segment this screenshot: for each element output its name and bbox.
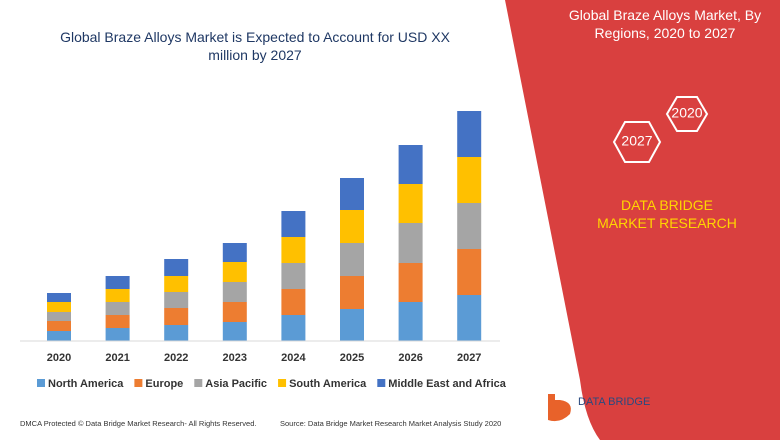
legend-swatch (37, 379, 45, 387)
legend-label: Middle East and Africa (388, 378, 506, 390)
legend-swatch (278, 379, 287, 387)
bar-segment (340, 276, 364, 309)
x-tick-label: 2023 (223, 352, 247, 364)
logo-text: DATA BRIDGE (578, 396, 650, 408)
bar-segment (105, 328, 130, 341)
legend-label: South America (289, 378, 367, 390)
bar-segment (398, 302, 423, 341)
bar-segment (398, 184, 423, 223)
source: Source: Data Bridge Market Research Mark… (280, 419, 501, 428)
bar-segment (340, 243, 364, 276)
plot: 2020 2021 2022 2023 2024 2025 2026 2027 North Am… (20, 111, 507, 390)
hexagon (665, 96, 709, 132)
hex-label: 2020 (671, 105, 702, 121)
bar-segment (340, 309, 364, 341)
bar-segment (164, 308, 189, 325)
bar-segment (222, 302, 247, 322)
x-tick-label: 2026 (398, 352, 422, 364)
bar-segment (47, 302, 71, 312)
bar-segment (457, 203, 482, 249)
side-title: Global Braze Alloys Market, By Regions, 2… (569, 7, 761, 41)
bar-segment (47, 293, 71, 302)
bar-segment (340, 178, 364, 210)
bar-segment (457, 295, 482, 341)
bar-segment (47, 312, 71, 321)
bar-segment (164, 325, 189, 341)
bar-segment (105, 289, 130, 302)
bar-segment (457, 157, 482, 203)
bar-segment (281, 211, 306, 237)
bar-segment (47, 321, 71, 331)
hex-label: 2027 (621, 133, 652, 149)
bar-segment (105, 315, 130, 328)
bar-segment (105, 276, 130, 289)
bar-segment (281, 237, 306, 263)
legend-label: North America (48, 378, 124, 390)
x-tick-label: 2020 (47, 352, 71, 364)
side-panel (505, 0, 780, 440)
bar-segment (164, 276, 189, 292)
x-tick-label: 2025 (340, 352, 364, 364)
chart-title: Global Braze Alloys Market is Expected t… (60, 29, 451, 63)
bar-segment (398, 145, 423, 184)
bar-segment (222, 282, 247, 302)
bar-segment (164, 292, 189, 308)
legend-label: Europe (145, 378, 183, 390)
x-tick-label: 2024 (281, 352, 306, 364)
x-tick-label: 2027 (457, 352, 481, 364)
bar-segment (222, 262, 247, 282)
bar-segment (340, 210, 364, 243)
bar-segment (105, 302, 130, 315)
bar-segment (164, 259, 189, 276)
hexagon (612, 121, 662, 163)
x-tick-label: 2021 (105, 352, 129, 364)
bar-segment (281, 315, 306, 341)
bar-segment (281, 263, 306, 289)
bar-segment (457, 249, 482, 295)
legend-label: Asia Pacific (205, 378, 267, 390)
dmca: DMCA Protected © Data Bridge Market Rese… (20, 419, 256, 428)
bar-segment (222, 243, 247, 262)
bar-segment (47, 331, 71, 341)
legend-swatch (377, 379, 386, 387)
x-tick-label: 2022 (164, 352, 188, 364)
bar-segment (398, 223, 423, 263)
logo-icon (548, 394, 571, 422)
bar-segment (398, 263, 423, 302)
bar-segment (457, 111, 482, 157)
legend-swatch (194, 379, 203, 387)
legend-swatch (134, 379, 143, 387)
brand: DATA BRIDGE MARKET RESEARCH (597, 197, 737, 231)
bar-segment (222, 322, 247, 341)
bar-segment (281, 289, 306, 315)
